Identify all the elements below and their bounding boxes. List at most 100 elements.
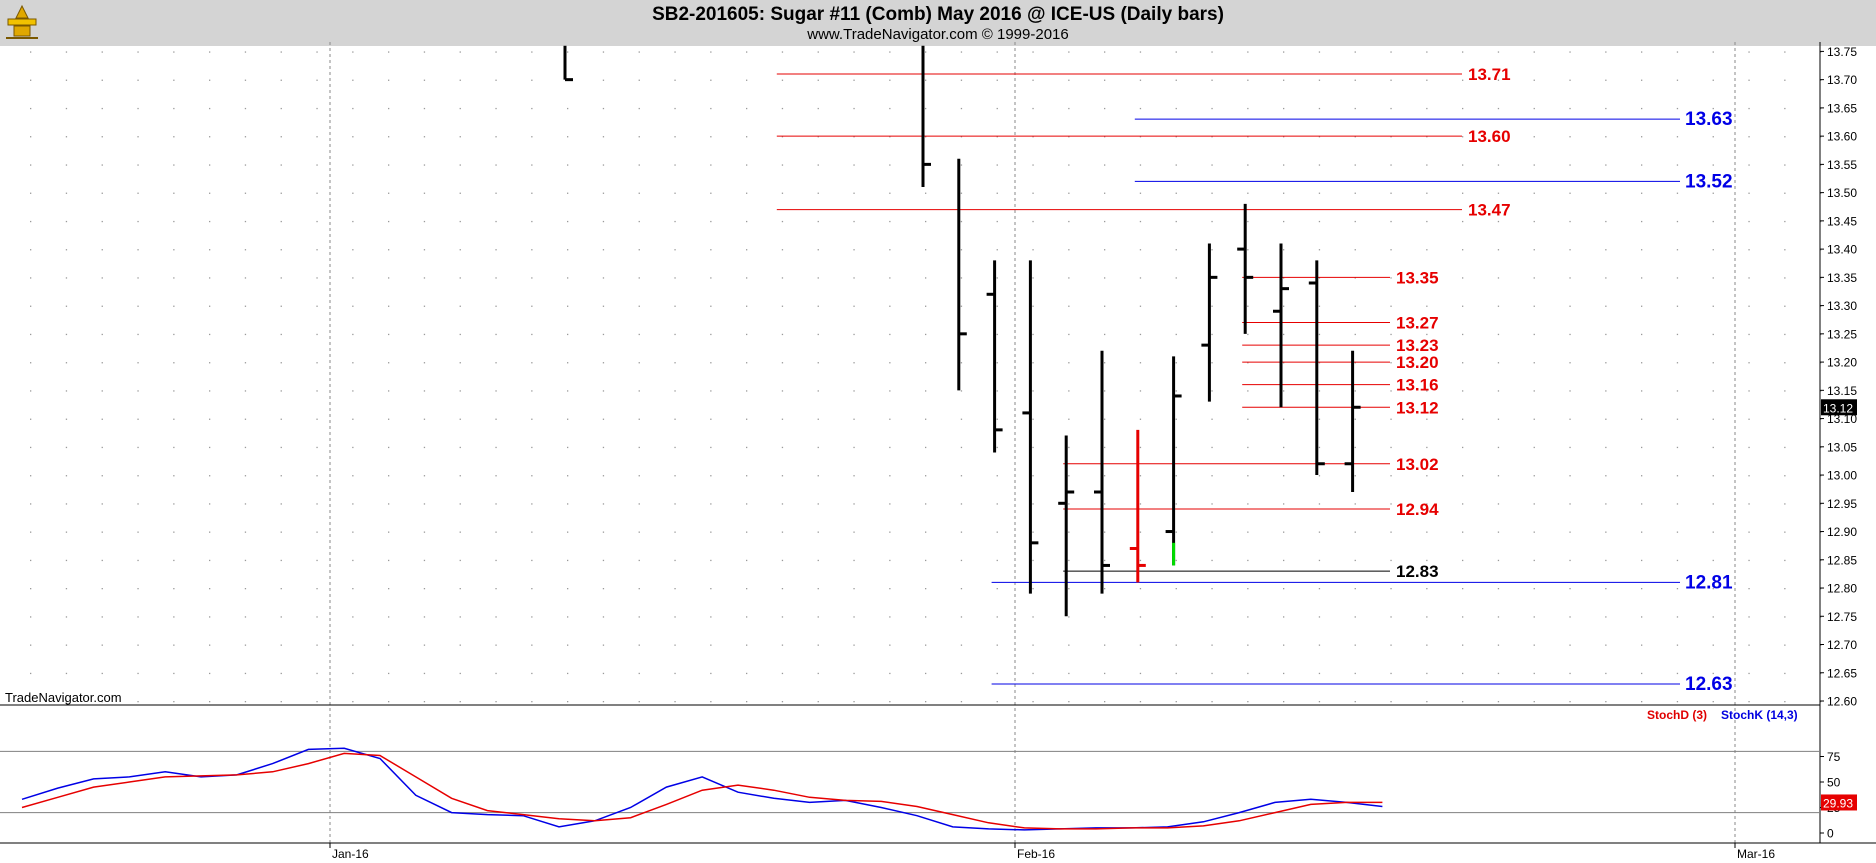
grid-dot [746, 107, 748, 110]
grid-dot [137, 192, 139, 194]
grid-dot [495, 107, 497, 110]
grid-dot [602, 503, 605, 505]
grid-dot [531, 107, 533, 110]
grid-dot [423, 277, 426, 279]
grid-dot [531, 164, 533, 166]
grid-dot [1318, 333, 1321, 336]
grid-dot [1032, 531, 1034, 533]
grid-dot [388, 446, 390, 449]
price-axis-label: 13.60 [1827, 130, 1857, 144]
grid-dot [531, 192, 533, 194]
grid-dot [1820, 475, 1822, 477]
grid-dot [1605, 51, 1607, 53]
grid-dot [1784, 79, 1786, 81]
grid-dot [960, 503, 963, 505]
grid-dot [1641, 362, 1643, 364]
grid-dot [1820, 362, 1822, 364]
grid-dot [853, 390, 855, 392]
grid-dot [925, 475, 927, 477]
grid-dot [1712, 390, 1714, 392]
grid-dot [1784, 418, 1786, 420]
grid-dot [996, 503, 998, 505]
grid-dot [1390, 249, 1392, 251]
price-axis-label: 12.75 [1827, 610, 1857, 624]
grid-dot [1820, 503, 1822, 505]
grid-dot [674, 362, 676, 364]
grid-dot [1390, 701, 1392, 703]
grid-dot [781, 107, 784, 110]
grid-dot [925, 192, 927, 194]
grid-dot [1104, 362, 1106, 364]
grid-dot [1247, 362, 1249, 364]
grid-dot [1247, 107, 1249, 110]
grid-dot [1748, 333, 1750, 336]
grid-dot [1605, 333, 1607, 336]
grid-dot [316, 220, 318, 223]
grid-dot [65, 475, 68, 477]
grid-dot [1605, 79, 1607, 81]
grid-dot [602, 79, 605, 81]
grid-dot [388, 531, 390, 533]
grid-dot [1283, 559, 1285, 562]
grid-dot [209, 531, 211, 533]
grid-dot [1426, 616, 1428, 618]
grid-dot [1676, 390, 1679, 392]
grid-dot [1211, 305, 1213, 307]
grid-dot [674, 616, 676, 618]
grid-dot [1748, 79, 1750, 81]
grid-dot [1032, 136, 1034, 138]
grid-dot [746, 503, 748, 505]
grid-dot [423, 164, 426, 166]
grid-dot [1247, 305, 1249, 307]
price-axis-label: 13.00 [1827, 469, 1857, 483]
grid-dot [1032, 164, 1034, 166]
grid-dot [781, 79, 784, 81]
grid-dot [1533, 51, 1535, 53]
grid-dot [244, 475, 247, 477]
grid-dot [1068, 672, 1070, 675]
grid-dot [65, 220, 68, 223]
grid-dot [1354, 305, 1356, 307]
grid-dot [423, 644, 426, 646]
grid-dot [925, 277, 927, 279]
grid-dot [1676, 79, 1679, 81]
grid-dot [1676, 136, 1679, 138]
grid-dot [710, 277, 712, 279]
grid-dot [1784, 672, 1786, 675]
grid-dot [423, 51, 426, 53]
grid-dot [65, 644, 68, 646]
grid-dot [638, 333, 640, 336]
grid-dot [30, 164, 32, 166]
grid-dot [781, 418, 784, 420]
grid-dot [889, 559, 891, 562]
grid-dot [1784, 362, 1786, 364]
grid-dot [817, 531, 819, 533]
price-axis-label: 13.65 [1827, 101, 1857, 115]
grid-dot [638, 249, 640, 251]
grid-dot [1354, 616, 1356, 618]
grid-dot [1748, 390, 1750, 392]
last-price-tag [1821, 399, 1857, 416]
grid-dot [1247, 79, 1249, 81]
grid-dot [1462, 559, 1464, 562]
grid-dot [710, 503, 712, 505]
grid-dot [459, 362, 461, 364]
grid-dot [459, 333, 461, 336]
grid-dot [1676, 701, 1679, 703]
grid-dot [352, 701, 354, 703]
grid-dot [1784, 531, 1786, 533]
grid-dot [244, 249, 247, 251]
grid-dot [65, 418, 68, 420]
grid-dot [423, 475, 426, 477]
grid-dot [602, 333, 605, 336]
grid-dot [316, 475, 318, 477]
grid-dot [817, 616, 819, 618]
grid-dot [853, 362, 855, 364]
grid-dot [1569, 107, 1571, 110]
grid-dot [173, 531, 175, 533]
grid-dot [1139, 672, 1142, 675]
grid-dot [1426, 192, 1428, 194]
grid-dot [1641, 446, 1643, 449]
grid-dot [1820, 418, 1822, 420]
grid-dot [1354, 333, 1356, 336]
